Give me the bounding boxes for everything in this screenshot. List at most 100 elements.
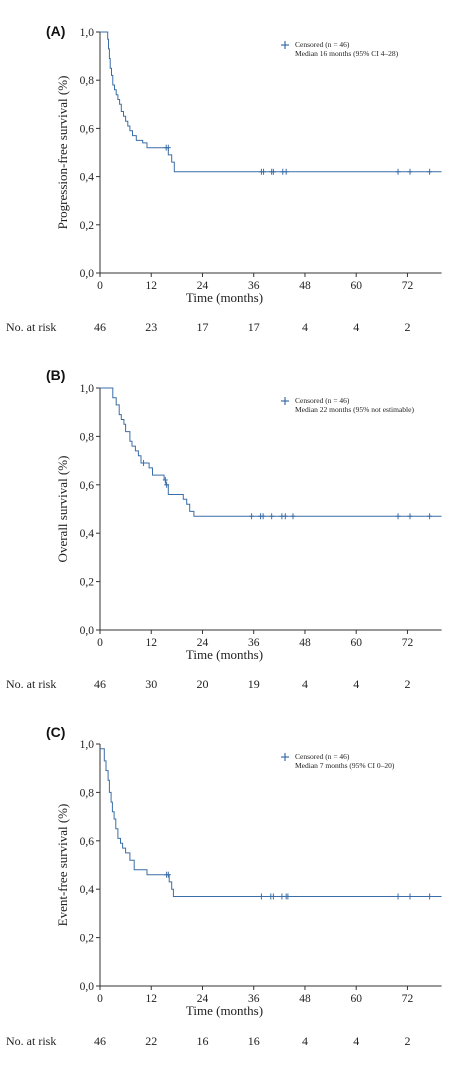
y-tick-label: 1,0 bbox=[80, 27, 95, 39]
panel-a: (A) 0,0 0,2 0,4 0,6 0,8 1,0 0 12 24 36 48 60 72 Time (… bbox=[6, 23, 442, 334]
censor-mark bbox=[258, 893, 264, 900]
x-tick-label: 0 bbox=[97, 280, 103, 292]
censor-mark bbox=[249, 513, 255, 520]
censor-mark bbox=[282, 513, 288, 520]
at-risk-label: No. at risk bbox=[6, 677, 56, 691]
at-risk-count: 16 bbox=[248, 1034, 260, 1048]
at-risk-count: 16 bbox=[196, 1034, 208, 1048]
censor-mark bbox=[407, 893, 413, 900]
censor-mark bbox=[427, 513, 433, 520]
y-tick-label: 0,4 bbox=[80, 172, 95, 184]
at-risk-count: 19 bbox=[248, 677, 260, 691]
y-tick-label: 1,0 bbox=[80, 383, 95, 395]
panel-label: (C) bbox=[46, 724, 65, 740]
censor-mark bbox=[270, 893, 276, 900]
censor-mark bbox=[270, 168, 276, 175]
y-tick-label: 0,0 bbox=[80, 981, 95, 993]
at-risk-label: No. at risk bbox=[6, 320, 56, 334]
legend-line2: Median 22 months (95% not estimable) bbox=[295, 405, 414, 414]
at-risk-count: 2 bbox=[404, 1034, 410, 1048]
at-risk-count: 22 bbox=[145, 1034, 157, 1048]
censor-mark bbox=[395, 513, 401, 520]
x-tick-label: 48 bbox=[299, 993, 311, 1005]
at-risk-count: 23 bbox=[145, 320, 157, 334]
censor-mark bbox=[285, 893, 291, 900]
censor-mark bbox=[165, 144, 171, 151]
legend-line1: Censored (n = 46) bbox=[295, 752, 350, 761]
censor-mark bbox=[162, 476, 168, 483]
legend: Censored (n = 46)Median 22 months (95% n… bbox=[281, 396, 414, 414]
censor-mark bbox=[283, 168, 289, 175]
censor-mark bbox=[279, 893, 285, 900]
at-risk-count: 20 bbox=[196, 677, 208, 691]
censor-mark bbox=[427, 168, 433, 175]
x-tick-label: 48 bbox=[299, 280, 311, 292]
panel-label: (A) bbox=[46, 23, 65, 39]
y-tick-label: 0,0 bbox=[80, 268, 95, 280]
y-tick-label: 0,2 bbox=[80, 577, 95, 589]
at-risk-row: No. at risk 46 22 16 16 4 4 2 bbox=[6, 1034, 410, 1048]
y-tick-label: 0,8 bbox=[80, 431, 95, 443]
km-curve bbox=[100, 31, 442, 173]
x-axis-title: Time (months) bbox=[186, 290, 263, 305]
x-tick-label: 60 bbox=[350, 637, 362, 649]
x-tick-label: 36 bbox=[248, 637, 260, 649]
censor-mark bbox=[407, 513, 413, 520]
y-tick-label: 0,4 bbox=[80, 884, 95, 896]
censor-mark bbox=[141, 460, 147, 467]
censor-mark bbox=[427, 893, 433, 900]
at-risk-count: 2 bbox=[404, 677, 410, 691]
censor-mark bbox=[269, 513, 275, 520]
x-tick-label: 60 bbox=[350, 993, 362, 1005]
at-risk-count: 4 bbox=[353, 320, 359, 334]
y-tick-label: 0,2 bbox=[80, 220, 95, 232]
legend-line2: Median 7 months (95% CI 0–20) bbox=[295, 761, 395, 770]
at-risk-count: 17 bbox=[248, 320, 260, 334]
y-axis-title: Progression-free survival (%) bbox=[55, 76, 70, 230]
x-tick-label: 72 bbox=[402, 280, 414, 292]
x-tick-label: 24 bbox=[197, 637, 209, 649]
legend-line1: Censored (n = 46) bbox=[295, 40, 350, 49]
x-tick-label: 0 bbox=[97, 993, 103, 1005]
censor-mark bbox=[395, 893, 401, 900]
legend: Censored (n = 46)Median 7 months (95% CI… bbox=[281, 752, 395, 770]
x-tick-label: 36 bbox=[248, 280, 260, 292]
y-tick-label: 0,6 bbox=[80, 836, 95, 848]
x-tick-label: 12 bbox=[145, 280, 157, 292]
at-risk-count: 46 bbox=[94, 1034, 106, 1048]
y-tick-label: 0,6 bbox=[80, 123, 95, 135]
y-axis-title: Overall survival (%) bbox=[55, 456, 70, 563]
x-tick-label: 12 bbox=[145, 637, 157, 649]
km-curve bbox=[100, 748, 442, 897]
y-tick-label: 0,8 bbox=[80, 75, 95, 87]
at-risk-count: 46 bbox=[94, 677, 106, 691]
y-tick-label: 0,8 bbox=[80, 787, 95, 799]
legend: Censored (n = 46)Median 16 months (95% C… bbox=[281, 40, 399, 58]
censor-mark bbox=[407, 168, 413, 175]
y-tick-label: 0,2 bbox=[80, 933, 95, 945]
x-tick-label: 72 bbox=[402, 993, 414, 1005]
at-risk-row: No. at risk 46 30 20 19 4 4 2 bbox=[6, 677, 410, 691]
at-risk-count: 4 bbox=[302, 1034, 308, 1048]
censor-mark bbox=[165, 871, 171, 878]
y-axis-title: Event-free survival (%) bbox=[55, 804, 70, 927]
at-risk-row: No. at risk 46 23 17 17 4 4 2 bbox=[6, 320, 410, 334]
censor-mark bbox=[395, 168, 401, 175]
at-risk-count: 46 bbox=[94, 320, 106, 334]
x-tick-label: 0 bbox=[97, 637, 103, 649]
legend-line1: Censored (n = 46) bbox=[295, 396, 350, 405]
x-tick-label: 72 bbox=[402, 637, 414, 649]
at-risk-count: 4 bbox=[353, 677, 359, 691]
y-tick-label: 0,6 bbox=[80, 480, 95, 492]
x-axis-title: Time (months) bbox=[186, 1003, 263, 1018]
x-tick-label: 24 bbox=[197, 280, 209, 292]
censor-mark bbox=[290, 513, 296, 520]
x-tick-label: 60 bbox=[350, 280, 362, 292]
censor-mark bbox=[164, 481, 170, 488]
x-tick-label: 24 bbox=[197, 993, 209, 1005]
censor-mark bbox=[261, 168, 267, 175]
x-axis-title: Time (months) bbox=[186, 647, 263, 662]
